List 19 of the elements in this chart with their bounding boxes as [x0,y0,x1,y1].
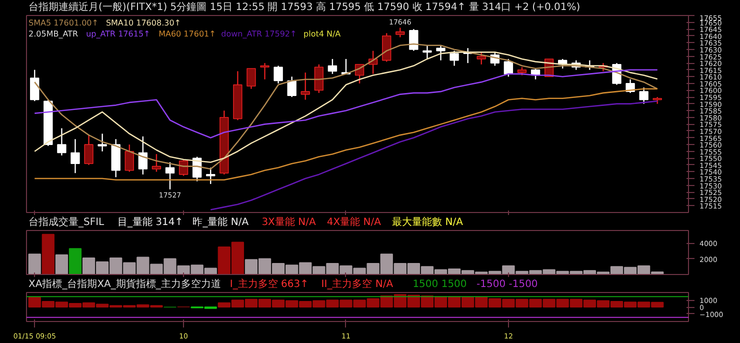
ref-line-label: 1500 1500 [412,279,467,290]
text: down_ATR 17592↑ [221,30,297,38]
annotation: plot4 N/A [304,30,342,38]
text: 3X量能 N/A [262,216,316,228]
chart-title: XA指標_台指期XA_期貨指標_主力多空力道 [28,278,221,290]
text: 昨_量能 N/A [192,216,249,228]
text: MA60 17601↑ [158,30,216,38]
text: 目_量能 314↑ [118,216,184,228]
text: SMA10 17608.30↑ [106,18,182,28]
text: II_主力多空 N/A [321,278,394,290]
chart-title: 台指成交量_SFIL [28,216,105,228]
legend-title: 2.05MB_ATR [28,30,78,38]
text: 最大量能數 N/A [392,216,464,228]
ref-line-label: -1500 -1500 [476,279,538,290]
text: SMA5 17601.00↑ [28,18,98,28]
text: up_ATR 17615↑ [86,30,150,38]
chart-title: 台指期連續近月(一般)(FITX*1) 5分鐘圖 15日 12:55 開 17593 高 17595 低 17590 收 17594↑ 量 314口 +2 (+0.01%) [28,1,580,13]
text: 4X量能 N/A [326,216,382,228]
text: I_主力多空 663↑ [230,278,308,290]
